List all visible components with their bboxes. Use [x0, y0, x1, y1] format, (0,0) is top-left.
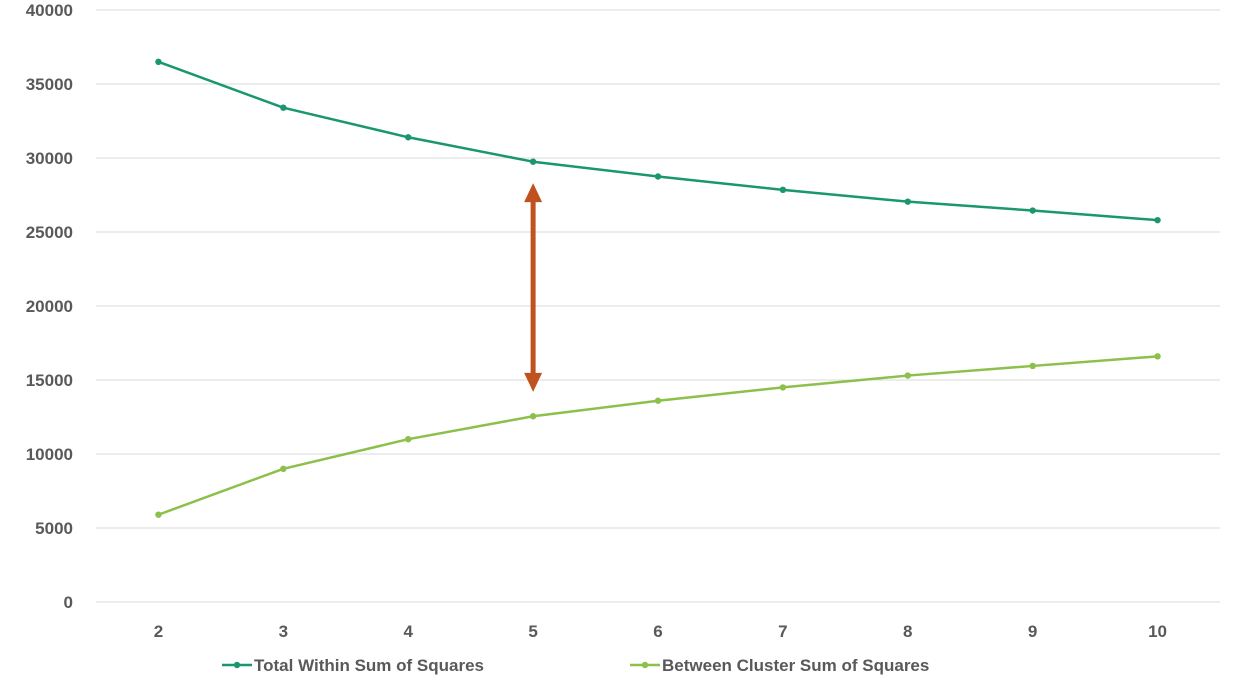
y-tick-label: 0	[64, 593, 73, 612]
y-tick-label: 15000	[26, 371, 73, 390]
x-tick-label: 10	[1148, 622, 1167, 641]
legend-item-2: Between Cluster Sum of Squares	[630, 656, 929, 675]
data-point	[405, 436, 412, 443]
y-tick-label: 10000	[26, 445, 73, 464]
data-point	[529, 413, 537, 420]
data-point	[1029, 207, 1036, 214]
x-tick-label: 9	[1028, 622, 1037, 641]
data-point	[904, 198, 911, 205]
x-tick-label: 4	[403, 622, 413, 641]
data-point	[904, 372, 911, 379]
legend-swatch-marker	[233, 661, 241, 669]
x-axis-ticks: 2 3 4 5 6 7 8 9 10	[154, 622, 1167, 641]
data-point	[280, 465, 287, 472]
y-tick-label: 5000	[35, 519, 73, 538]
legend-swatch-marker	[641, 661, 649, 669]
y-tick-label: 35000	[26, 75, 73, 94]
series-1	[155, 58, 1161, 224]
data-point	[155, 58, 162, 65]
x-tick-label: 2	[154, 622, 163, 641]
data-point	[1029, 362, 1036, 370]
data-point	[405, 134, 412, 141]
y-tick-label: 30000	[26, 149, 73, 168]
y-tick-label: 20000	[26, 297, 73, 316]
x-tick-label: 5	[528, 622, 537, 641]
legend-item-1: Total Within Sum of Squares	[222, 656, 484, 675]
arrow-head-up	[524, 183, 543, 203]
annotation-layer	[524, 183, 543, 392]
data-point	[779, 384, 787, 391]
data-point	[654, 397, 662, 404]
y-tick-label: 40000	[26, 1, 73, 20]
data-point	[155, 511, 162, 518]
x-tick-label: 6	[653, 622, 662, 641]
data-point	[654, 173, 662, 180]
data-point	[1154, 353, 1161, 360]
series-2	[155, 353, 1161, 518]
data-point	[280, 104, 287, 111]
data-point	[529, 158, 537, 165]
gridlines	[96, 9, 1220, 603]
x-tick-label: 8	[903, 622, 912, 641]
y-tick-label: 25000	[26, 223, 73, 242]
legend-label: Total Within Sum of Squares	[254, 656, 484, 675]
data-point	[779, 186, 787, 194]
legend-label: Between Cluster Sum of Squares	[662, 656, 929, 675]
y-axis-ticks: 0 5000 10000 15000 20000 25000 30000 35000 40000	[26, 1, 73, 612]
legend: Total Within Sum of Squares Between Clust…	[222, 656, 929, 675]
x-tick-label: 3	[279, 622, 288, 641]
series-lines	[155, 58, 1161, 518]
x-tick-label: 7	[778, 622, 787, 641]
data-point	[1154, 216, 1161, 224]
series-line	[158, 60, 1158, 222]
arrow-head-down	[524, 372, 543, 392]
